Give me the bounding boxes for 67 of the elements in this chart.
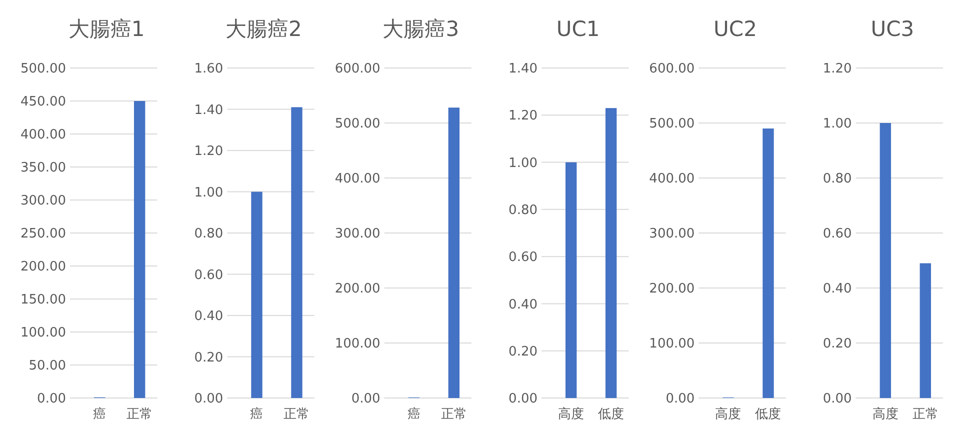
y-tick-label: 250.00 (20, 226, 66, 242)
chart-title: 大腸癌2 (226, 17, 302, 41)
chart-title: 大腸癌3 (382, 17, 460, 41)
x-tick-label: 高度 (872, 406, 898, 422)
y-tick-label: 100.00 (20, 326, 66, 341)
y-tick-label: 0.20 (194, 350, 224, 366)
y-tick-label: 0.80 (822, 172, 852, 187)
y-tick-label: 0.00 (194, 392, 224, 407)
y-tick-label: 150.00 (20, 292, 66, 308)
y-tick-label: 100.00 (334, 336, 380, 352)
y-tick-label: 200.00 (649, 282, 695, 297)
y-tick-label: 500.00 (334, 116, 380, 132)
x-tick-label: 高度 (558, 406, 584, 422)
y-tick-label: 400.00 (649, 172, 695, 187)
y-tick-label: 1.20 (822, 62, 852, 77)
x-tick-label: 低度 (598, 406, 624, 422)
y-tick-label: 0.60 (508, 250, 538, 266)
y-tick-label: 0.40 (508, 297, 538, 312)
y-tick-label: 450.00 (20, 94, 66, 110)
y-tick-label: 200.00 (334, 282, 380, 297)
y-tick-label: 1.20 (508, 108, 538, 124)
x-tick-label: 低度 (755, 406, 782, 422)
y-tick-label: 600.00 (649, 62, 695, 77)
y-tick-label: 1.60 (194, 62, 224, 77)
y-tick-label: 1.00 (822, 116, 852, 132)
y-tick-label: 1.40 (508, 62, 538, 77)
y-tick-label: 0.60 (194, 268, 224, 283)
y-tick-label: 600.00 (334, 62, 380, 77)
chart-title: UC2 (714, 17, 757, 41)
x-tick-label: 正常 (440, 407, 467, 422)
y-tick-label: 0.40 (194, 309, 224, 324)
x-tick-label: 癌 (93, 407, 106, 422)
y-tick-label: 200.00 (20, 260, 66, 275)
y-tick-label: 1.00 (508, 156, 538, 171)
y-tick-label: 0.00 (508, 392, 538, 407)
chart-title: UC1 (556, 17, 600, 41)
y-tick-label: 1.00 (194, 185, 224, 200)
y-tick-label: 0.00 (822, 392, 852, 407)
y-tick-label: 0.80 (508, 202, 538, 218)
y-tick-label: 500.00 (649, 116, 695, 132)
y-tick-label: 0.00 (37, 392, 66, 407)
x-tick-label: 正常 (284, 407, 310, 422)
y-tick-label: 0.80 (194, 226, 224, 242)
chart-title: 大腸癌1 (68, 17, 145, 41)
y-tick-label: 0.00 (351, 392, 380, 407)
y-tick-label: 300.00 (649, 226, 695, 242)
y-tick-label: 1.40 (194, 102, 224, 118)
y-tick-label: 0.00 (666, 392, 695, 407)
y-tick-label: 1.20 (194, 144, 224, 160)
chart-title: UC3 (870, 17, 914, 41)
y-tick-label: 400.00 (334, 172, 380, 187)
y-tick-label: 0.20 (508, 344, 538, 360)
x-tick-label: 正常 (912, 407, 938, 422)
x-tick-label: 癌 (407, 407, 420, 422)
x-tick-label: 癌 (250, 407, 264, 422)
y-tick-label: 0.20 (822, 336, 852, 352)
y-tick-label: 0.40 (822, 282, 852, 297)
y-tick-label: 350.00 (20, 160, 66, 176)
y-tick-label: 0.60 (822, 226, 852, 242)
x-tick-label: 正常 (126, 407, 153, 422)
x-tick-label: 高度 (715, 406, 742, 422)
y-tick-label: 300.00 (334, 226, 380, 242)
y-tick-label: 500.00 (20, 62, 66, 77)
y-tick-label: 300.00 (20, 194, 66, 209)
y-tick-label: 50.00 (28, 358, 66, 374)
y-tick-label: 100.00 (649, 336, 695, 352)
y-tick-label: 400.00 (20, 128, 66, 143)
